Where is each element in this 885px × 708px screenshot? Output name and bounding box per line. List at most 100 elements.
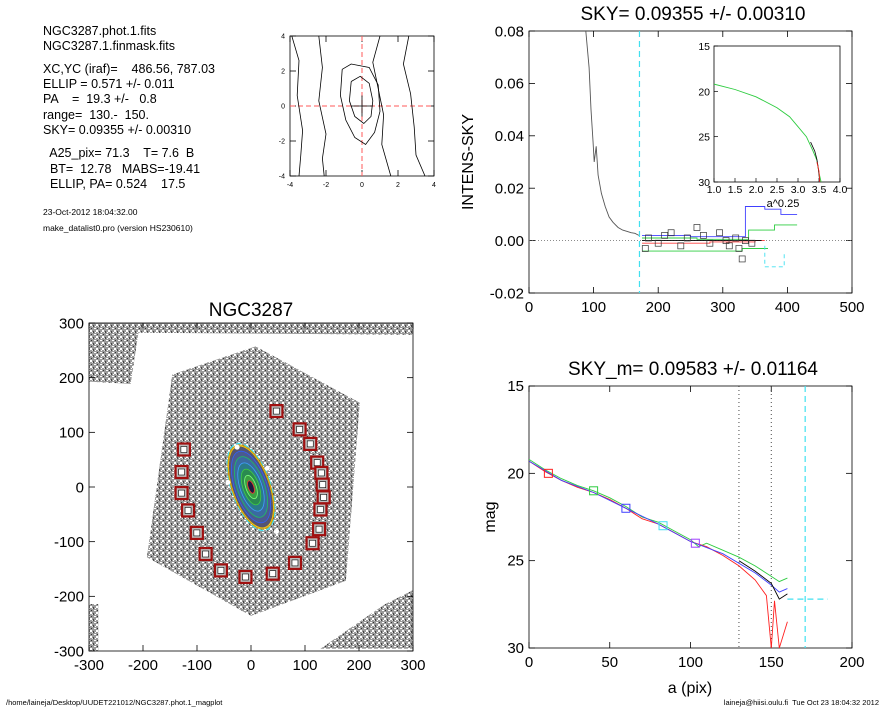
image-xtick-label: 300 bbox=[400, 657, 425, 674]
image-ytick-label: 300 bbox=[59, 315, 84, 332]
image-title: NGC3287 bbox=[209, 300, 294, 321]
contour-line bbox=[372, 36, 392, 176]
mag-series-line bbox=[738, 560, 788, 600]
mag-ytick-label: 15 bbox=[507, 378, 524, 395]
star-spot bbox=[225, 479, 231, 485]
contour-xtick-label: -4 bbox=[287, 182, 293, 189]
mag-frame bbox=[528, 385, 853, 649]
mag-xtick-label: 0 bbox=[525, 654, 533, 671]
mag-xtick-label: 100 bbox=[678, 654, 703, 671]
inset-xtick-label: 3.0 bbox=[791, 184, 806, 196]
contour-xtick-label: 2 bbox=[396, 182, 400, 189]
mag-ylabel: mag bbox=[482, 501, 499, 532]
mag-ytick-label: 30 bbox=[507, 640, 524, 657]
image-topleft-field bbox=[89, 323, 140, 384]
contour-ytick-label: -2 bbox=[279, 138, 285, 145]
image-bottomleft-field bbox=[89, 604, 99, 651]
sky-sample-square bbox=[641, 245, 649, 252]
image-xtick-label: -100 bbox=[182, 657, 212, 674]
contour-ytick-label: -4 bbox=[279, 173, 285, 180]
inset-ytick-label: 25 bbox=[698, 132, 710, 144]
info-program: make_datalist0.pro (version HS230610) bbox=[43, 223, 193, 233]
sky-ytick-label: 0.00 bbox=[495, 233, 524, 250]
sky-sample-square bbox=[742, 237, 749, 244]
contour-ytick-label: 4 bbox=[281, 33, 285, 40]
sky-panel: SKY= 0.09355 +/- 0.00310 INTENS-SKY 0 100… bbox=[460, 4, 865, 316]
image-panel: NGC3287 -300 -200 -100 0 100 200 300 -300 -200 -1… bbox=[54, 300, 426, 674]
contour-xtick-label: 4 bbox=[432, 182, 436, 189]
sky-sample-square bbox=[667, 229, 675, 237]
sky-frame bbox=[528, 30, 853, 294]
sky-xtick-label: 100 bbox=[581, 299, 606, 316]
sky-sample-square bbox=[700, 232, 707, 239]
sky-sample-square bbox=[732, 234, 740, 242]
sky-xtick-label: 300 bbox=[710, 299, 735, 316]
mask-box-inner bbox=[319, 481, 327, 488]
sky-title: SKY= 0.09355 +/- 0.00310 bbox=[580, 4, 805, 25]
inset-xtick-label: 1.5 bbox=[728, 184, 743, 196]
info-line: NGC3287.1.finmask.fits bbox=[43, 39, 175, 53]
sky-xtick-label: 500 bbox=[839, 299, 864, 316]
info-line: BT= 12.78 MABS=-19.41 bbox=[43, 162, 201, 176]
footer-user: laineja@hiisi.oulu.fi Tue Oct 23 18:04:3… bbox=[723, 698, 879, 707]
mask-box-inner bbox=[180, 446, 188, 453]
inset-xlabel: a^0.25 bbox=[767, 198, 800, 210]
footer-path: /home/laineja/Desktop/UUDET221012/NGC328… bbox=[6, 698, 223, 707]
mask-box-inner bbox=[320, 494, 327, 501]
mask-box-inner bbox=[318, 469, 325, 477]
contour-line bbox=[339, 63, 381, 146]
mag-sample-square bbox=[621, 503, 631, 513]
mask-box-inner bbox=[315, 525, 323, 533]
mag-sample-square bbox=[543, 468, 553, 478]
image-xtick-label: 200 bbox=[346, 657, 371, 674]
mask-box-inner bbox=[273, 407, 280, 415]
sky-sample-square bbox=[748, 239, 756, 247]
image-xtick-label: -200 bbox=[128, 657, 158, 674]
contour-ytick-label: 2 bbox=[281, 68, 285, 75]
info-line: ELLIP, PA= 0.524 17.5 bbox=[43, 177, 186, 191]
sky-ytick-label: 0.02 bbox=[495, 180, 524, 197]
sky-sample-square bbox=[738, 255, 746, 263]
sky-xtick-label: 0 bbox=[525, 299, 533, 316]
sky-sample-square bbox=[645, 234, 652, 242]
mask-box-inner bbox=[178, 468, 185, 476]
sky-ytick-label: 0.06 bbox=[495, 76, 524, 93]
galaxy-cyan-ellipse bbox=[226, 442, 276, 532]
sky-series-line bbox=[764, 245, 785, 268]
image-xtick-label: -300 bbox=[74, 657, 104, 674]
contour-ytick-label: 0 bbox=[281, 103, 285, 110]
sky-sample-square bbox=[693, 224, 701, 231]
contour-line bbox=[318, 36, 327, 176]
image-ytick-label: 0 bbox=[76, 479, 84, 496]
contour-line bbox=[402, 36, 426, 176]
info-line: A25_pix= 71.3 T= 7.6 B bbox=[43, 146, 195, 160]
sky-sample-square bbox=[683, 234, 691, 242]
sky-sample-square bbox=[661, 232, 669, 239]
sky-sample-square bbox=[677, 242, 685, 250]
mag-xtick-label: 50 bbox=[601, 654, 618, 671]
inset-xtick-label: 2.0 bbox=[749, 184, 764, 196]
inset-xtick-label: 2.5 bbox=[770, 184, 785, 196]
inset-ytick-label: 30 bbox=[698, 177, 710, 189]
mask-box-inner bbox=[317, 506, 324, 513]
contour-line bbox=[291, 36, 304, 176]
sky-sample-square bbox=[654, 239, 662, 247]
inset-ytick-label: 20 bbox=[698, 86, 710, 98]
image-ytick-label: -300 bbox=[54, 643, 84, 660]
image-ytick-label: 100 bbox=[59, 425, 84, 442]
sky-series-line bbox=[642, 224, 798, 240]
mask-box-inner bbox=[184, 507, 192, 514]
sky-sample-square bbox=[706, 239, 714, 247]
image-xtick-label: 100 bbox=[292, 657, 317, 674]
mag-panel: SKY_m= 0.09583 +/- 0.01164 mag a (pix) 0… bbox=[482, 359, 865, 697]
mask-box-inner bbox=[269, 570, 277, 577]
info-line: PA = 19.3 +/- 0.8 bbox=[43, 92, 157, 106]
sky-profile-line bbox=[585, 31, 640, 236]
sky-inset: 1.0 1.5 2.0 2.5 3.0 3.5 4.0 15 20 25 30 a^0.25 bbox=[698, 41, 847, 210]
contour-panel: -4 -2 0 2 4 -4 -2 0 2 4 bbox=[279, 33, 436, 189]
mag-xlabel: a (pix) bbox=[668, 680, 712, 697]
inset-frame bbox=[713, 45, 841, 183]
image-bottomright-field bbox=[320, 590, 413, 649]
mag-xtick-label: 200 bbox=[839, 654, 864, 671]
